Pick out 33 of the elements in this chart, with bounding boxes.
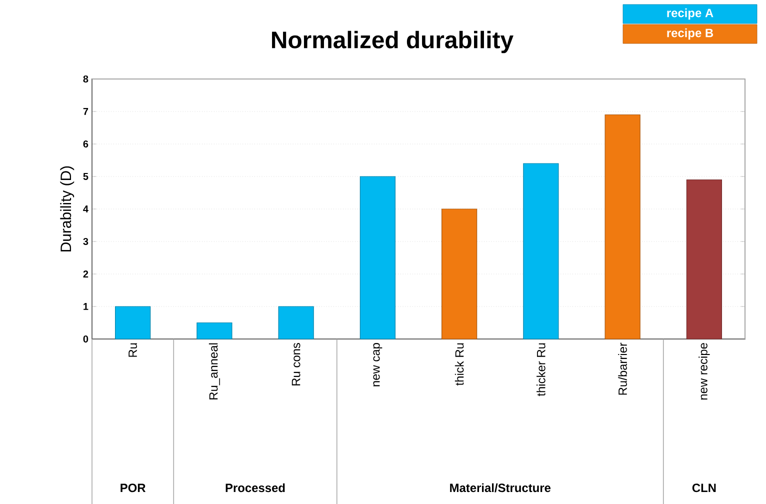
text: recipe B [667, 28, 714, 40]
y-tick-label: 4 [83, 205, 88, 212]
x-tick-label: Ru [128, 343, 137, 357]
x-tick-label: Ru/barrier [618, 342, 627, 394]
y-tick-label: 5 [83, 172, 88, 180]
x-tick-label: Ru cons [292, 342, 300, 386]
bar [115, 306, 151, 340]
text: Processed [226, 483, 285, 492]
y-axis-title: Durability (D) [60, 166, 74, 252]
chart-title: Normalized durability [272, 30, 514, 53]
bar [442, 208, 478, 340]
bar [523, 163, 559, 340]
bar [604, 114, 640, 340]
y-tick-label: 2 [83, 270, 88, 278]
x-tick-label: new cap [373, 342, 382, 386]
x-tick-label: thick Ru [454, 343, 464, 386]
text: Material/Structure [450, 483, 551, 492]
x-tick-label: new recipe [698, 342, 710, 400]
y-tick-label: 8 [83, 75, 88, 82]
bar [196, 322, 232, 340]
bar [686, 179, 722, 340]
y-tick-label: 6 [83, 140, 88, 148]
y-tick-label: 0 [83, 335, 88, 342]
bar [360, 176, 396, 340]
text: CLN [692, 483, 716, 492]
text: recipe A [667, 8, 714, 20]
bar [278, 306, 314, 340]
y-tick-label: 7 [83, 108, 88, 115]
x-tick-label: Ru_anneal [208, 343, 220, 400]
text: POR [120, 483, 146, 492]
x-tick-label: thicker Ru [536, 343, 546, 396]
y-tick-label: 3 [83, 238, 88, 245]
y-tick-label: 1 [84, 302, 88, 310]
